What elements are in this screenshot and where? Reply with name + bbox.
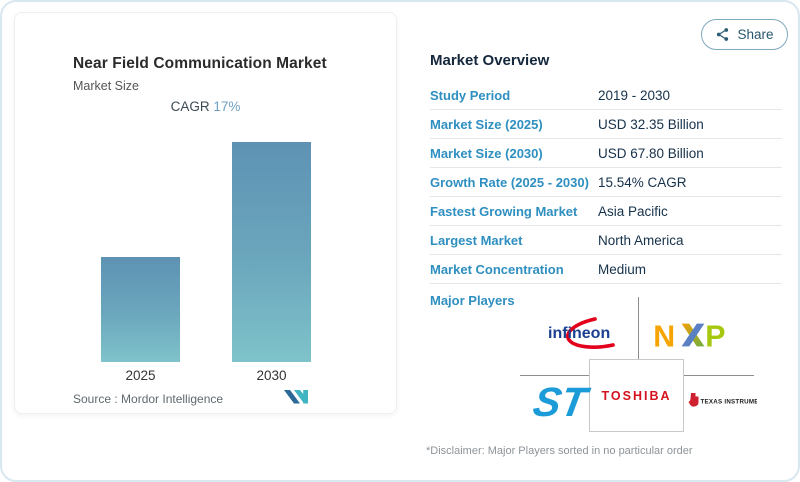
- row-value: USD 67.80 Billion: [598, 145, 704, 161]
- major-players-label: Major Players: [430, 293, 515, 308]
- row-label: Largest Market: [430, 232, 523, 248]
- table-row: Market Concentration Medium: [430, 255, 782, 284]
- bar-2030: [232, 142, 311, 362]
- toshiba-logo-text: TOSHIBA: [601, 388, 672, 403]
- disclaimer-text: *Disclaimer: Major Players sorted in no …: [426, 445, 693, 457]
- bar-category-label: 2025: [125, 368, 156, 383]
- table-row: Study Period 2019 - 2030: [430, 81, 782, 110]
- players-divider-horizontal-right: [684, 375, 754, 376]
- row-label: Study Period: [430, 87, 511, 103]
- bar-category-label: 2030: [256, 368, 287, 383]
- share-icon: [717, 28, 729, 41]
- infineon-logo-text: infineon: [548, 325, 610, 342]
- texas-instruments-logo-text: TEXAS INSTRUMENTS: [701, 399, 758, 406]
- share-button-label: Share: [737, 27, 774, 42]
- market-overview-panel: Market Overview Study Period 2019 - 2030 M…: [412, 2, 792, 480]
- players-divider-horizontal-left: [520, 375, 589, 376]
- table-row: Growth Rate (2025 - 2030) 15.54% CAGR: [430, 168, 782, 197]
- chart-source: Source : Mordor Intelligence: [73, 392, 224, 406]
- overview-heading: Market Overview: [430, 52, 550, 69]
- row-label: Growth Rate (2025 - 2030): [430, 174, 589, 190]
- chart-title: Near Field Communication Market: [73, 55, 327, 72]
- table-row: Market Size (2025) USD 32.35 Billion: [430, 110, 782, 139]
- texas-instruments-logo: TEXAS INSTRUMENTS: [688, 393, 758, 407]
- row-value: 15.54% CAGR: [598, 174, 687, 190]
- bar-2025: [101, 257, 180, 362]
- overview-table: Study Period 2019 - 2030 Market Size (2025…: [430, 81, 782, 284]
- row-value: North America: [598, 232, 684, 248]
- bar-plot: 2025 2030: [15, 13, 396, 413]
- table-row: Fastest Growing Market Asia Pacific: [430, 197, 782, 226]
- row-label: Market Size (2025): [430, 116, 543, 132]
- cagr-annotation: CAGR 17%: [15, 99, 396, 114]
- infineon-logo: infineon: [548, 317, 615, 349]
- row-label: Market Concentration: [430, 261, 564, 277]
- nxp-logo: N P: [653, 320, 725, 353]
- table-row: Market Size (2030) USD 67.80 Billion: [430, 139, 782, 168]
- row-value: Asia Pacific: [598, 203, 668, 219]
- share-button[interactable]: Share: [701, 19, 788, 50]
- nxp-letter-n: N: [653, 320, 675, 353]
- row-label: Market Size (2030): [430, 145, 543, 161]
- row-value: Medium: [598, 261, 647, 277]
- cagr-label: CAGR: [170, 99, 210, 114]
- nxp-letter-p: P: [705, 320, 725, 353]
- chart-subtitle: Market Size: [73, 79, 139, 93]
- mordor-intelligence-logo-icon: [284, 390, 308, 404]
- table-row: Largest Market North America: [430, 226, 782, 255]
- cagr-value: 17%: [213, 99, 241, 114]
- row-label: Fastest Growing Market: [430, 203, 578, 219]
- toshiba-logo: TOSHIBA: [589, 359, 684, 432]
- market-size-chart-card: Near Field Communication Market Market S…: [14, 12, 397, 414]
- st-microelectronics-logo: ST: [529, 379, 591, 425]
- row-value: USD 32.35 Billion: [598, 116, 704, 132]
- row-value: 2019 - 2030: [598, 87, 671, 103]
- players-divider-vertical: [638, 297, 639, 359]
